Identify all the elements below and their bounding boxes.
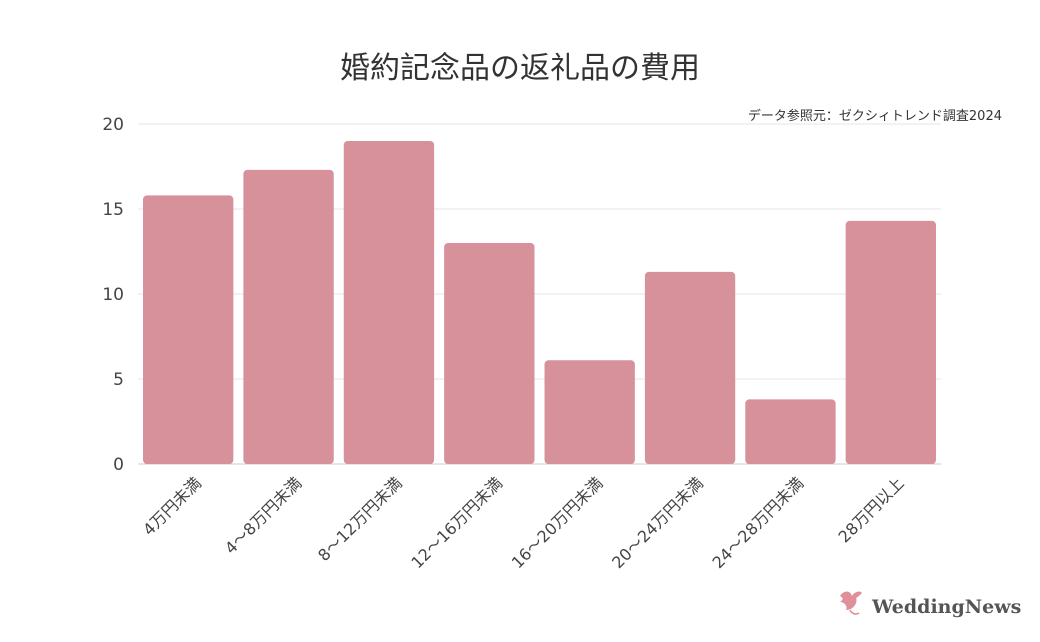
- x-tick-label: 24～28万円未満: [708, 473, 807, 572]
- chart-title: 婚約記念品の返礼品の費用: [340, 51, 700, 86]
- dove-icon: [840, 591, 862, 615]
- x-tick-label: 12～16万円未満: [407, 473, 506, 572]
- y-tick-label: 0: [113, 455, 124, 475]
- bar: [143, 195, 234, 464]
- x-axis: 4万円未満 4～8万円未満 8～12万円未満 12～16万円未満 16～20万円未満 20…: [139, 473, 908, 572]
- bar: [444, 243, 535, 464]
- y-axis: 0 5 10 15 20: [102, 115, 124, 475]
- x-tick-label: 8～12万円未満: [314, 473, 406, 565]
- x-tick-label: 20～24万円未満: [608, 473, 707, 572]
- y-tick-label: 15: [102, 200, 124, 220]
- bar: [544, 360, 635, 464]
- brand-logo: WeddingNews: [840, 591, 1021, 618]
- brand-name: WeddingNews: [871, 596, 1021, 618]
- source-note: データ参照元：ゼクシィトレンド調査2024: [748, 108, 1002, 124]
- bar: [644, 271, 736, 464]
- x-tick-label: 16～20万円未満: [508, 473, 607, 572]
- bar: [845, 220, 936, 464]
- x-tick-label: 4万円未満: [139, 473, 205, 539]
- bar: [243, 169, 334, 464]
- x-tick-label: 4～8万円未満: [221, 473, 305, 557]
- y-tick-label: 5: [113, 370, 124, 390]
- bars: [143, 141, 936, 464]
- y-tick-label: 10: [102, 285, 124, 305]
- y-tick-label: 20: [102, 115, 124, 135]
- x-tick-label: 28万円以上: [835, 473, 908, 546]
- bar: [745, 399, 836, 464]
- bar: [343, 141, 435, 464]
